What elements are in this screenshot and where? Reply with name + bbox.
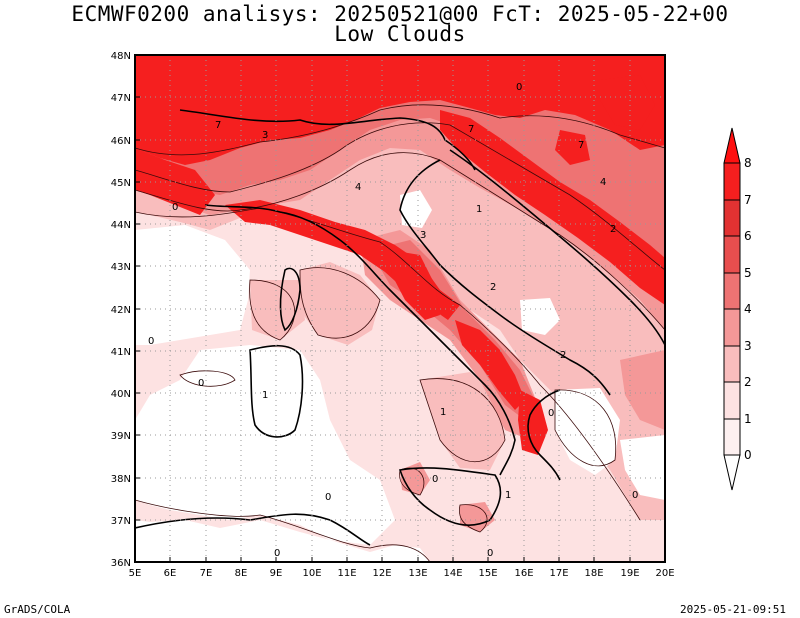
colorbar-swatch <box>723 418 741 456</box>
contour-label: 2 <box>610 224 616 235</box>
lon-tick-label: 5E <box>129 568 142 579</box>
colorbar-label: 8 <box>744 156 752 170</box>
lat-tick-label: 46N <box>111 136 131 147</box>
lon-tick-label: 10E <box>302 568 321 579</box>
contour-label: 4 <box>355 182 361 193</box>
lon-tick-label: 15E <box>478 568 497 579</box>
contour-label: 3 <box>262 130 268 141</box>
lon-tick-label: 11E <box>337 568 356 579</box>
lon-tick-label: 17E <box>549 568 568 579</box>
lon-tick-label: 12E <box>372 568 391 579</box>
contour-label: 0 <box>325 492 331 503</box>
contour-label: 1 <box>505 490 511 501</box>
lat-tick-label: 47N <box>111 93 131 104</box>
lon-tick-label: 7E <box>200 568 213 579</box>
lon-tick-label: 18E <box>584 568 603 579</box>
contour-label: 2 <box>490 282 496 293</box>
contour-label: 0 <box>632 490 638 501</box>
contour-label: 0 <box>274 548 280 559</box>
colorbar-swatch <box>723 308 741 347</box>
lon-tick-label: 9E <box>270 568 283 579</box>
lon-tick-label: 20E <box>655 568 674 579</box>
contour-label: 0 <box>548 408 554 419</box>
lat-tick-label: 42N <box>111 305 131 316</box>
generation-timestamp: 2025-05-21-09:51 <box>680 603 786 616</box>
colorbar-upper-arrow <box>723 127 741 164</box>
lat-tick-label: 45N <box>111 178 131 189</box>
colorbar-label: 1 <box>744 412 752 426</box>
contour-label: 7 <box>215 120 221 131</box>
contour-label: 0 <box>172 202 178 213</box>
contour-label: 0 <box>148 336 154 347</box>
lon-tick-label: 19E <box>620 568 639 579</box>
colorbar-label: 4 <box>744 302 752 316</box>
colorbar-swatch <box>723 272 741 310</box>
lat-tick-label: 48N <box>111 51 131 62</box>
lon-ticks <box>169 557 631 562</box>
chart-title: ECMWF0200 analisys: 20250521@00 FcT: 202… <box>71 2 729 26</box>
contour-labels: 0 0 0 0 0 0 0 0 0 0 1 1 1 1 2 2 2 3 3 4 … <box>148 82 638 559</box>
colorbar-swatch <box>723 381 741 420</box>
colorbar-label: 3 <box>744 339 752 353</box>
colorbar-label: 7 <box>744 193 752 207</box>
contour-label: 0 <box>432 474 438 485</box>
colorbar-swatch <box>723 235 741 274</box>
contour-label: 4 <box>600 177 606 188</box>
contour-label: 2 <box>560 350 566 361</box>
lat-tick-label: 37N <box>111 516 131 527</box>
lat-ticks <box>135 96 140 521</box>
lat-tick-label: 36N <box>111 558 131 569</box>
colorbar-lower-arrow <box>723 454 741 491</box>
lat-tick-label: 39N <box>111 431 131 442</box>
lon-tick-label: 14E <box>443 568 462 579</box>
colorbar-labels: 0 1 2 3 4 5 6 7 8 <box>744 156 752 462</box>
colorbar-swatch <box>723 162 741 201</box>
lat-tick-label: 44N <box>111 220 131 231</box>
lon-tick-label: 6E <box>164 568 177 579</box>
contour-label: 1 <box>476 204 482 215</box>
contour-label: 1 <box>262 390 268 401</box>
contour-label: 0 <box>516 82 522 93</box>
coastlines <box>135 109 665 546</box>
colorbar-label: 6 <box>744 229 752 243</box>
lat-tick-label: 41N <box>111 347 131 358</box>
colorbar-label: 2 <box>744 375 752 389</box>
lon-tick-label: 16E <box>514 568 533 579</box>
colorbar-swatch <box>723 199 741 237</box>
contour-label: 3 <box>420 230 426 241</box>
graticule <box>135 55 665 562</box>
contour-label: 7 <box>578 140 584 151</box>
colorbar <box>723 127 741 491</box>
grads-credit: GrADS/COLA <box>4 603 71 616</box>
colorbar-label: 5 <box>744 266 752 280</box>
lon-axis: 5E 6E 7E 8E 9E 10E 11E 12E 13E 14E 15E 1… <box>129 568 675 579</box>
lat-axis: 48N 47N 46N 45N 44N 43N 42N 41N 40N 39N … <box>111 51 131 569</box>
contour-label: 0 <box>198 378 204 389</box>
colorbar-label: 0 <box>744 448 752 462</box>
contour-lines <box>135 104 665 562</box>
lon-tick-label: 13E <box>408 568 427 579</box>
lat-tick-label: 40N <box>111 389 131 400</box>
lat-tick-label: 38N <box>111 474 131 485</box>
colorbar-swatch <box>723 345 741 383</box>
contour-label: 7 <box>468 124 474 135</box>
field-name: Low Clouds <box>334 22 466 46</box>
lon-tick-label: 8E <box>235 568 248 579</box>
lat-tick-label: 43N <box>111 262 131 273</box>
contour-label: 1 <box>440 407 446 418</box>
contour-label: 0 <box>487 548 493 559</box>
